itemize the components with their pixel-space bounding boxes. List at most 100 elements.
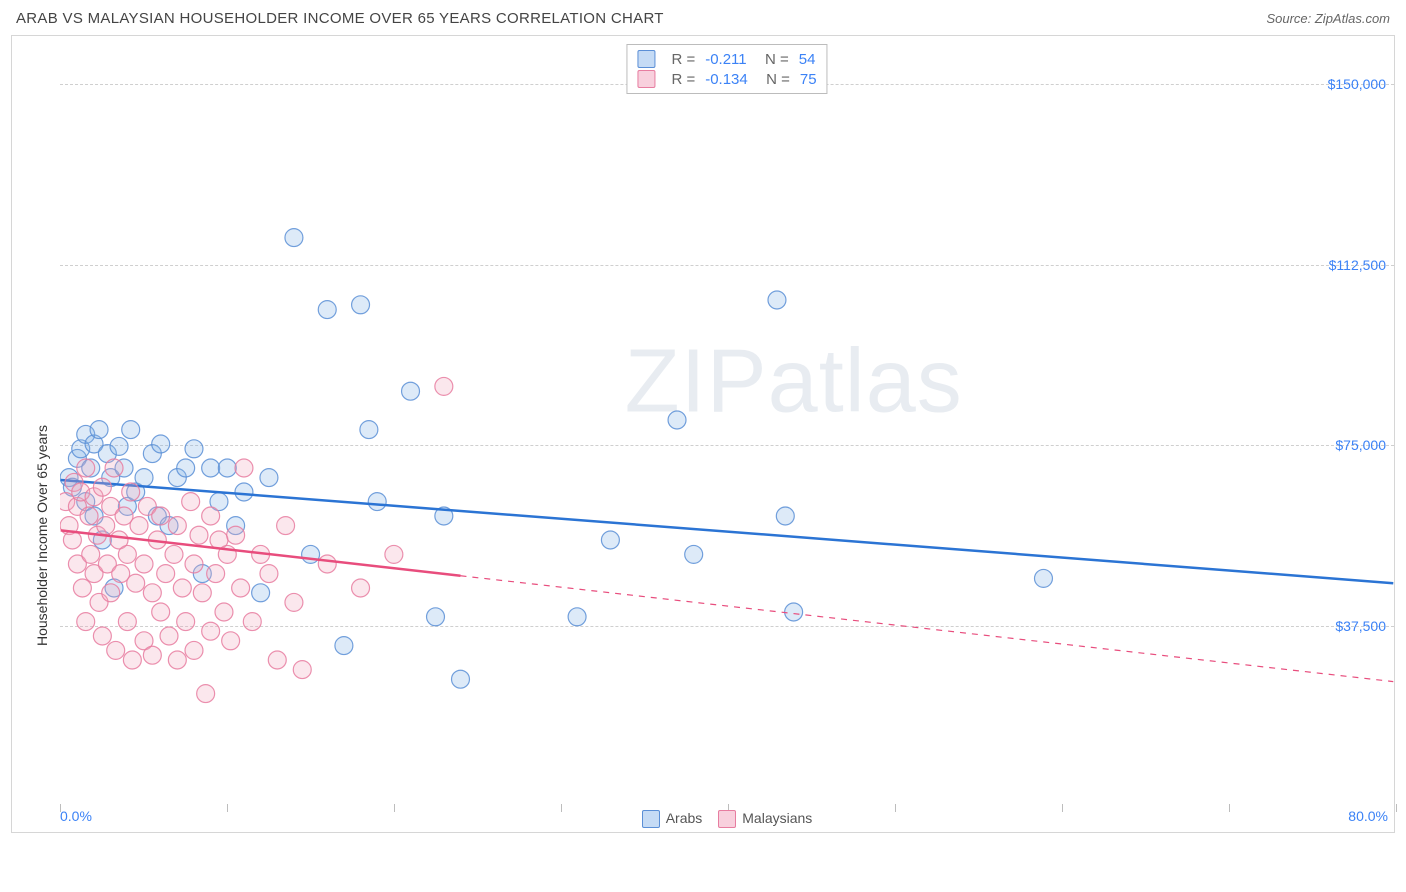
data-point bbox=[260, 565, 278, 583]
plot-area: ZIPatlas $37,500$75,000$112,500$150,000 … bbox=[60, 36, 1394, 804]
data-point bbox=[152, 435, 170, 453]
legend-row-malaysians: R = -0.134 N = 75 bbox=[637, 69, 816, 89]
y-axis-label: Householder Income Over 65 years bbox=[34, 425, 50, 646]
data-point bbox=[260, 469, 278, 487]
data-point bbox=[168, 651, 186, 669]
data-point bbox=[177, 459, 195, 477]
data-point bbox=[97, 517, 115, 535]
data-point bbox=[1034, 569, 1052, 587]
source-label: Source: ZipAtlas.com bbox=[1266, 11, 1390, 26]
n-label: N = bbox=[758, 71, 790, 88]
data-point bbox=[102, 584, 120, 602]
data-point bbox=[152, 603, 170, 621]
r-value-arabs: -0.211 bbox=[705, 51, 746, 68]
correlation-legend: R = -0.211 N = 54 R = -0.134 N = 75 bbox=[626, 44, 827, 94]
data-point bbox=[668, 411, 686, 429]
series-legend: Arabs Malaysians bbox=[60, 810, 1394, 828]
data-point bbox=[177, 613, 195, 631]
data-point bbox=[435, 377, 453, 395]
data-point bbox=[173, 579, 191, 597]
data-point bbox=[165, 545, 183, 563]
data-point bbox=[77, 613, 95, 631]
data-point bbox=[202, 507, 220, 525]
data-point bbox=[385, 545, 403, 563]
data-point bbox=[135, 469, 153, 487]
legend-swatch bbox=[718, 810, 736, 828]
data-point bbox=[776, 507, 794, 525]
r-label: R = bbox=[671, 71, 695, 88]
data-point bbox=[193, 584, 211, 602]
legend-swatch-arabs bbox=[637, 50, 655, 68]
data-point bbox=[768, 291, 786, 309]
legend-label: Malaysians bbox=[742, 810, 812, 826]
data-point bbox=[90, 421, 108, 439]
x-tick bbox=[1396, 804, 1397, 812]
data-point bbox=[452, 670, 470, 688]
data-point bbox=[118, 545, 136, 563]
legend-swatch-malaysians bbox=[637, 70, 655, 88]
scatter-plot bbox=[60, 36, 1394, 804]
data-point bbox=[318, 555, 336, 573]
data-point bbox=[215, 603, 233, 621]
data-point bbox=[277, 517, 295, 535]
data-point bbox=[685, 545, 703, 563]
data-point bbox=[152, 507, 170, 525]
data-point bbox=[568, 608, 586, 626]
data-point bbox=[207, 565, 225, 583]
data-point bbox=[202, 459, 220, 477]
data-point bbox=[785, 603, 803, 621]
data-point bbox=[285, 229, 303, 247]
data-point bbox=[185, 641, 203, 659]
legend-label: Arabs bbox=[666, 810, 703, 826]
data-point bbox=[157, 565, 175, 583]
r-label: R = bbox=[671, 51, 695, 68]
data-point bbox=[202, 622, 220, 640]
data-point bbox=[77, 459, 95, 477]
data-point bbox=[130, 517, 148, 535]
data-point bbox=[135, 555, 153, 573]
data-point bbox=[110, 437, 128, 455]
data-point bbox=[243, 613, 261, 631]
data-point bbox=[107, 641, 125, 659]
chart-container: Householder Income Over 65 years ZIPatla… bbox=[11, 35, 1395, 833]
data-point bbox=[352, 579, 370, 597]
data-point bbox=[318, 301, 336, 319]
data-point bbox=[335, 637, 353, 655]
data-point bbox=[285, 593, 303, 611]
data-point bbox=[93, 627, 111, 645]
r-value-malaysians: -0.134 bbox=[705, 71, 748, 88]
data-point bbox=[402, 382, 420, 400]
n-label: N = bbox=[757, 51, 789, 68]
chart-title: ARAB VS MALAYSIAN HOUSEHOLDER INCOME OVE… bbox=[16, 10, 664, 27]
n-value-malaysians: 75 bbox=[800, 71, 817, 88]
data-point bbox=[232, 579, 250, 597]
data-point bbox=[143, 646, 161, 664]
data-point bbox=[82, 545, 100, 563]
data-point bbox=[80, 507, 98, 525]
data-point bbox=[168, 517, 186, 535]
data-point bbox=[118, 613, 136, 631]
data-point bbox=[368, 493, 386, 511]
data-point bbox=[197, 685, 215, 703]
data-point bbox=[601, 531, 619, 549]
data-point bbox=[123, 651, 141, 669]
data-point bbox=[293, 661, 311, 679]
legend-swatch bbox=[642, 810, 660, 828]
data-point bbox=[268, 651, 286, 669]
data-point bbox=[160, 627, 178, 645]
data-point bbox=[360, 421, 378, 439]
data-point bbox=[122, 483, 140, 501]
data-point bbox=[352, 296, 370, 314]
trend-line-extension bbox=[460, 576, 1393, 682]
data-point bbox=[63, 531, 81, 549]
data-point bbox=[127, 574, 145, 592]
data-point bbox=[105, 459, 123, 477]
data-point bbox=[222, 632, 240, 650]
data-point bbox=[190, 526, 208, 544]
data-point bbox=[93, 478, 111, 496]
data-point bbox=[235, 459, 253, 477]
data-point bbox=[122, 421, 140, 439]
data-point bbox=[185, 555, 203, 573]
data-point bbox=[235, 483, 253, 501]
data-point bbox=[227, 526, 245, 544]
